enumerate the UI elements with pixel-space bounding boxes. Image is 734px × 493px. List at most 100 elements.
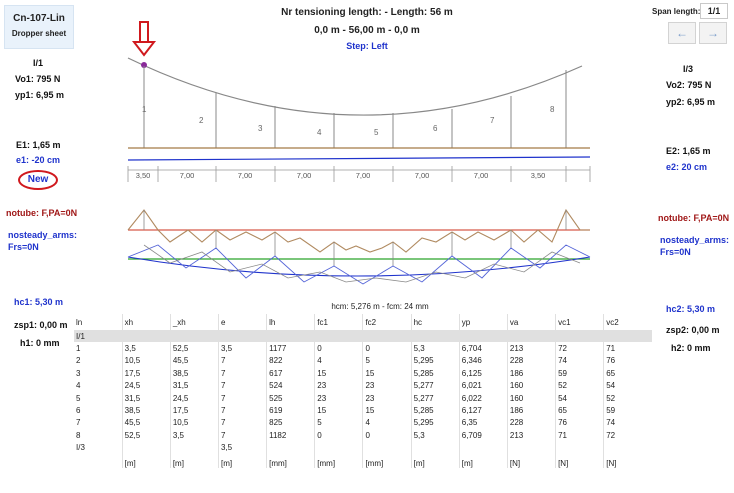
unit-cell: [m] (169, 453, 219, 468)
table-cell-vc1 (555, 441, 604, 454)
table-cell-ln: 4 (76, 381, 81, 391)
col-header-_xh: _xh (169, 314, 219, 330)
col-header-hc: hc (410, 314, 460, 330)
right-notube: notube: F,PA=0N (658, 213, 730, 223)
table-cell-va (506, 441, 556, 454)
left-vo: Vo1: 795 N (15, 74, 61, 84)
table-cell-fc1: 23 (314, 391, 363, 405)
table-cell-yp: 6,35 (458, 416, 508, 430)
previous-span-button[interactable]: ← (668, 22, 696, 44)
table-cell-yp: 6,346 (458, 354, 508, 368)
reference-wire (127, 156, 591, 161)
title-card: Cn-107-Lin Dropper sheet (4, 5, 74, 49)
right-support-id: I/3 (683, 64, 694, 74)
table-cell-yp (458, 441, 508, 454)
table-cell-vc1: 52 (555, 379, 604, 392)
table-cell-lh: 822 (266, 354, 315, 368)
left-nosteady-arms: nosteady_arms: (8, 230, 78, 240)
table-cell-fc1: 0 (314, 342, 363, 355)
left-hc: hc1: 5,30 m (14, 297, 64, 307)
table-row[interactable]: I/1 (74, 330, 652, 343)
table-cell-ln: 8 (76, 430, 81, 440)
col-header-lh: lh (266, 314, 315, 330)
table-cell-hc: 5,285 (410, 404, 460, 417)
table-row[interactable]: 4 24,5 31,5 7 524 23 23 5,277 6,021 160 52 54 (74, 379, 652, 392)
table-cell-yp: 6,127 (458, 404, 508, 417)
right-hc: hc2: 5,30 m (666, 304, 716, 314)
table-cell-vc2: 59 (603, 404, 652, 417)
table-cell-_xh: 31,5 (169, 379, 219, 392)
dropper-label: 8 (550, 105, 555, 114)
right-vo: Vo2: 795 N (666, 80, 712, 90)
new-button[interactable]: New (18, 170, 58, 190)
table-cell-lh (266, 330, 315, 343)
table-row[interactable]: 3 17,5 38,5 7 617 15 15 5,285 6,125 186 59 65 (74, 367, 652, 380)
units-row: [m] [m] [m] [mm] [mm] [mm] [m] [m] [N] [N] [N] (74, 453, 652, 468)
col-header-yp: yp (458, 314, 508, 330)
table-cell-lh (266, 441, 315, 454)
table-row[interactable]: I/3 3,5 (74, 441, 652, 454)
catenary-wire (127, 57, 583, 116)
table-cell-vc2 (603, 441, 652, 454)
table-cell-vc2: 72 (603, 429, 652, 442)
table-cell-vc2: 65 (603, 367, 652, 380)
dropper-label: 6 (433, 124, 438, 133)
unit-cell: [N] (603, 453, 652, 468)
col-header-xh: xh (121, 314, 171, 330)
unit-cell: [mm] (266, 453, 315, 468)
table-cell-_xh (169, 441, 219, 454)
col-header-vc2: vc2 (603, 314, 652, 330)
table-cell-hc: 5,3 (410, 429, 460, 442)
table-cell-hc: 5,3 (410, 342, 460, 355)
table-cell-xh (121, 441, 171, 454)
table-header-row: ln xh _xh e lh fc1 fc2 hc yp va vc1 vc2 (74, 314, 652, 330)
right-nosteady-arms: nosteady_arms: (660, 235, 730, 245)
table-cell-fc1: 5 (314, 416, 363, 430)
table-cell-vc1: 59 (555, 367, 604, 380)
span-length-field[interactable]: 1/1 (700, 3, 728, 19)
table-cell-lh: 1182 (266, 429, 315, 442)
unit-cell: [m] (458, 453, 508, 468)
table-cell-va (506, 330, 556, 343)
unit-cell: [N] (506, 453, 556, 468)
table-cell-va: 213 (506, 342, 556, 355)
droppers (143, 66, 567, 148)
table-cell-lh: 825 (266, 416, 315, 430)
table-cell-xh (121, 330, 171, 343)
dropper-label: 7 (490, 116, 495, 125)
table-cell-hc: 5,277 (410, 379, 460, 392)
table-cell-xh: 52,5 (121, 429, 171, 442)
table-cell-e: 7 (217, 379, 267, 392)
table-cell-vc1 (555, 330, 604, 343)
table-cell-hc: 5,295 (410, 416, 460, 430)
table-cell-fc1: 23 (314, 379, 363, 392)
right-yp: yp2: 6,95 m (666, 97, 716, 107)
table-cell-_xh: 45,5 (169, 354, 219, 368)
table-cell-yp: 6,125 (458, 367, 508, 380)
span-dimension-label: 7,00 (474, 171, 489, 180)
table-cell-yp (458, 330, 508, 343)
table-row[interactable]: 5 31,5 24,5 7 525 23 23 5,277 6,022 160 54 52 (74, 391, 652, 405)
table-cell-ln: I/1 (74, 330, 123, 343)
hcm-summary: hcm: 5,276 m - fcm: 24 mm (331, 302, 429, 311)
table-row[interactable]: 7 45,5 10,5 7 825 5 4 5,295 6,35 228 76 74 (74, 416, 652, 430)
down-arrow-icon (131, 21, 157, 57)
table-cell-fc1: 15 (314, 367, 363, 380)
tensioning-length-title: Nr tensioning length: - Length: 56 m (281, 7, 453, 18)
table-cell-_xh: 38,5 (169, 367, 219, 380)
unit-cell (74, 454, 122, 468)
table-row[interactable]: 6 38,5 17,5 7 619 15 15 5,285 6,127 186 65 59 (74, 404, 652, 417)
table-cell-ln: 2 (76, 356, 81, 366)
table-cell-yp: 6,709 (458, 429, 508, 442)
table-row[interactable]: 8 52,5 3,5 7 1182 0 0 5,3 6,709 213 71 72 (74, 429, 652, 442)
table-row[interactable]: 1 3,5 52,5 3,5 1177 0 0 5,3 6,704 213 72 71 (74, 342, 652, 355)
table-cell-fc2: 0 (362, 429, 412, 442)
table-cell-vc2: 54 (603, 379, 652, 392)
table-cell-xh: 38,5 (121, 404, 171, 417)
next-span-button[interactable]: → (699, 22, 727, 44)
table-cell-ln: 7 (76, 418, 81, 428)
table-row[interactable]: 2 10,5 45,5 7 822 4 5 5,295 6,346 228 74 76 (74, 354, 652, 368)
col-header-e: e (217, 314, 267, 330)
step-label: Step: Left (346, 41, 388, 51)
catenary-diagram: 1 2 3 4 5 6 7 8 3,50 7,00 7,00 7,00 7,00… (127, 21, 591, 285)
